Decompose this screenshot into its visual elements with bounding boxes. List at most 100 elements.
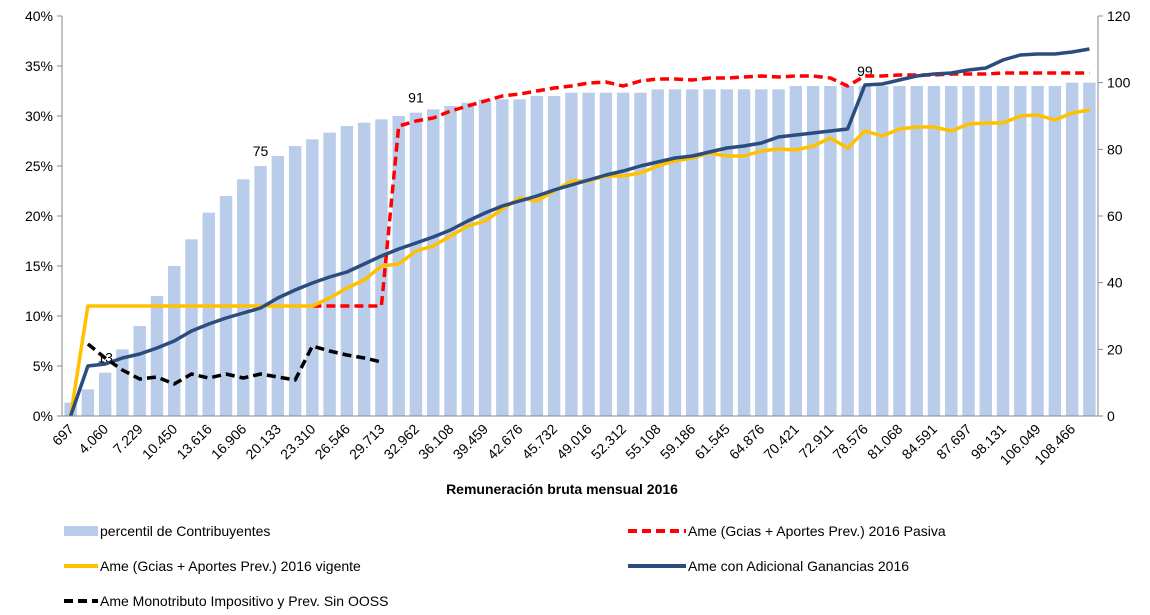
y-tick-label: 25% — [25, 158, 53, 174]
x-tick-label: 697 — [49, 421, 77, 449]
line-series — [312, 71, 1090, 308]
bar — [927, 86, 941, 416]
y-tick-label: 30% — [25, 108, 53, 124]
legend-label: Ame (Gcias + Aportes Prev.) 2016 vigente — [100, 558, 361, 574]
x-tick-label: 84.591 — [898, 421, 940, 463]
line-series — [86, 342, 382, 386]
bar — [1065, 82, 1079, 417]
bar — [323, 132, 336, 416]
bar — [288, 146, 302, 416]
x-tick-label: 49.016 — [553, 421, 595, 463]
bar — [616, 92, 630, 417]
x-tick-label: 20.133 — [242, 421, 284, 463]
bar — [686, 89, 699, 416]
bar — [858, 86, 872, 416]
x-tick-label: 4.060 — [75, 421, 111, 457]
x-tick-label: 16.906 — [208, 421, 250, 463]
bar — [962, 86, 975, 416]
bar — [133, 326, 146, 416]
bar — [306, 139, 319, 417]
bar — [81, 389, 95, 416]
bar — [875, 86, 889, 416]
bar — [478, 99, 492, 416]
line-series — [68, 47, 1090, 417]
bar — [1014, 86, 1027, 416]
bar — [979, 86, 992, 416]
bar — [409, 112, 423, 417]
data-label: 75 — [253, 143, 269, 159]
x-tick-label: 26.546 — [311, 421, 353, 463]
y-tick-label: 10% — [25, 308, 53, 324]
bar — [444, 106, 457, 416]
y-tick-label: 20% — [25, 208, 53, 224]
bar — [599, 92, 613, 417]
bar — [634, 92, 647, 417]
bar — [668, 89, 682, 416]
bar — [427, 109, 440, 416]
y2-tick-label: 0 — [1107, 408, 1115, 424]
x-tick-label: 36.108 — [415, 421, 457, 463]
y-tick-label: 40% — [25, 8, 53, 24]
bar — [582, 92, 595, 417]
bar — [513, 99, 526, 416]
bar — [237, 179, 250, 416]
x-tick-label: 64.876 — [726, 421, 768, 463]
bar — [530, 96, 544, 416]
x-tick-label: 42.676 — [484, 421, 526, 463]
bar — [98, 372, 112, 416]
x-tick-label: 10.450 — [139, 421, 181, 463]
x-tick-label: 87.697 — [933, 421, 975, 463]
x-tick-label: 32.962 — [380, 421, 422, 463]
bar — [893, 86, 906, 416]
bar — [202, 212, 215, 416]
y2-tick-label: 100 — [1107, 75, 1131, 91]
x-tick-label: 81.068 — [864, 421, 906, 463]
y2-tick-label: 20 — [1107, 341, 1123, 357]
y2-tick-label: 60 — [1107, 208, 1123, 224]
legend-swatch — [64, 526, 98, 536]
bar — [1031, 86, 1044, 416]
bar — [496, 99, 509, 416]
bar — [789, 86, 803, 416]
bar — [185, 239, 198, 416]
bar — [254, 166, 267, 416]
y-tick-label: 5% — [33, 358, 53, 374]
bar — [150, 296, 164, 416]
bar — [996, 86, 1010, 416]
bar — [841, 86, 854, 416]
bar — [1048, 86, 1062, 416]
bar — [357, 122, 371, 417]
bar — [806, 86, 820, 416]
bar — [271, 156, 285, 416]
x-tick-label: 59.186 — [657, 421, 699, 463]
bar — [1083, 82, 1096, 417]
bar — [824, 86, 837, 416]
x-tick-label: 13.616 — [173, 421, 215, 463]
y2-tick-label: 80 — [1107, 141, 1123, 157]
y2-tick-label: 120 — [1107, 8, 1131, 24]
bar — [547, 96, 561, 416]
x-tick-label: 55.108 — [622, 421, 664, 463]
x-tick-label: 29.713 — [346, 421, 388, 463]
x-axis-title: Remuneración bruta mensual 2016 — [446, 481, 678, 497]
x-tick-label: 39.459 — [450, 421, 492, 463]
x-tick-label: 23.310 — [277, 421, 319, 463]
x-tick-label: 78.576 — [829, 421, 871, 463]
legend-label: Ame Monotributo Impositivo y Prev. Sin O… — [100, 593, 388, 609]
bar — [651, 89, 664, 416]
x-tick-label: 70.421 — [760, 421, 802, 463]
legend-label: Ame con Adicional Ganancias 2016 — [688, 558, 909, 574]
y2-tick-label: 40 — [1107, 275, 1123, 291]
bar — [565, 92, 578, 417]
legend-label: percentil de Contribuyentes — [100, 523, 270, 539]
bar — [720, 89, 733, 416]
bar — [703, 89, 716, 416]
y-tick-label: 0% — [33, 408, 53, 424]
y-tick-label: 15% — [25, 258, 53, 274]
x-tick-label: 45.732 — [519, 421, 561, 463]
bar — [392, 116, 405, 416]
data-label: 91 — [408, 90, 424, 106]
bar — [945, 86, 958, 416]
bar — [737, 89, 751, 416]
